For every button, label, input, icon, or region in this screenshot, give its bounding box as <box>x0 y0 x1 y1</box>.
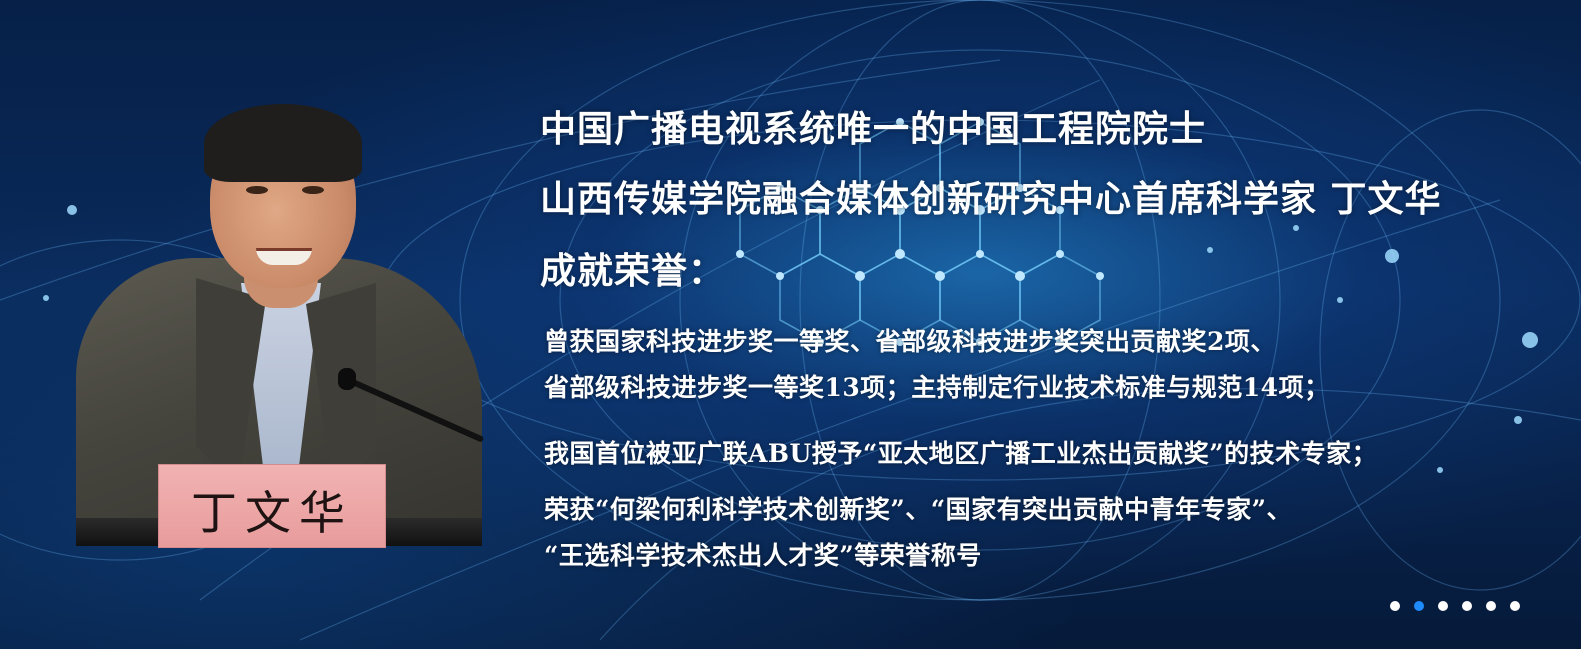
section-title: 成就荣誉： <box>540 250 726 292</box>
headline-subtitle: 山西传媒学院融合媒体创新研究中心首席科学家 丁文华 <box>540 178 1442 220</box>
nameplate: 丁文华 <box>158 464 386 548</box>
portrait-eye-left <box>246 186 268 194</box>
carousel-dot-4[interactable] <box>1462 601 1472 611</box>
carousel-dot-6[interactable] <box>1510 601 1520 611</box>
carousel-dot-1[interactable] <box>1390 601 1400 611</box>
carousel-dot-5[interactable] <box>1486 601 1496 611</box>
honor-line: 我国首位被亚广联ABU授予“亚太地区广播工业杰出贡献奖”的技术专家； <box>544 439 1378 468</box>
carousel-pagination <box>1390 601 1520 611</box>
portrait-hair <box>204 104 362 182</box>
portrait-photo: 丁文华 <box>76 98 485 548</box>
honor-line: 省部级科技进步奖一等奖13项；主持制定行业技术标准与规范14项； <box>544 373 1330 402</box>
honor-line: 曾获国家科技进步奖一等奖、省部级科技进步奖突出贡献奖2项、 <box>544 327 1276 356</box>
honor-line: “王选科学技术杰出人才奖”等荣誉称号 <box>544 541 982 570</box>
carousel-dot-3[interactable] <box>1438 601 1448 611</box>
portrait-eye-right <box>302 186 324 194</box>
headline-title: 中国广播电视系统唯一的中国工程院院士 <box>540 108 1207 150</box>
carousel-dot-2[interactable] <box>1414 601 1424 611</box>
microphone-icon <box>338 368 356 390</box>
portrait-mouth <box>256 248 312 265</box>
honor-line: 荣获“何梁何利科学技术创新奖”、“国家有突出贡献中青年专家”、 <box>544 495 1293 524</box>
